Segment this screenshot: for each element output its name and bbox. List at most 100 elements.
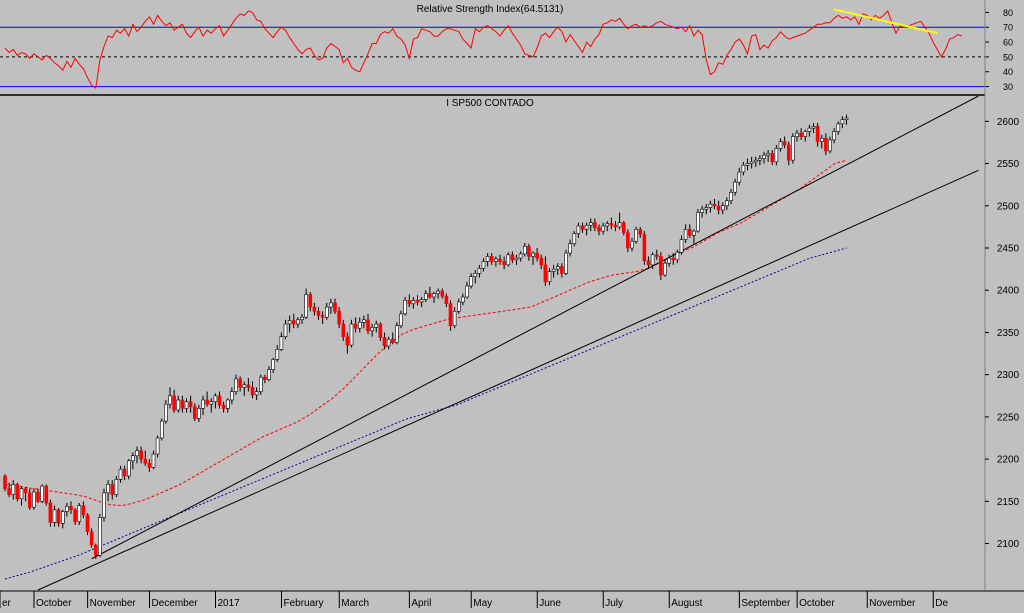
candle-body <box>370 327 374 332</box>
candle <box>762 151 766 164</box>
candle <box>378 322 383 341</box>
candle <box>461 293 465 306</box>
candle <box>283 319 288 340</box>
candle-body <box>745 163 750 166</box>
candle-body <box>415 300 420 303</box>
candle-body <box>213 395 218 402</box>
candle <box>341 319 346 341</box>
candle-body <box>609 223 614 226</box>
candle-body <box>238 378 242 388</box>
candle-body <box>642 234 647 262</box>
price-tick-label: 2400 <box>997 286 1020 297</box>
candle-body <box>226 399 230 409</box>
candle-body <box>432 293 436 298</box>
candle <box>184 398 189 413</box>
candle <box>155 435 160 458</box>
candle-body <box>518 253 523 259</box>
candle <box>634 226 638 244</box>
candle-body <box>234 378 238 392</box>
candle-body <box>560 266 564 274</box>
candle-body <box>147 462 152 468</box>
candle-body <box>778 141 783 149</box>
candle-body <box>399 313 403 326</box>
candle <box>135 446 139 464</box>
price-title: I SP500 CONTADO <box>446 98 534 109</box>
candle <box>828 136 832 154</box>
candle <box>621 220 626 236</box>
x-tick-label: October <box>36 598 72 608</box>
candle <box>114 476 119 498</box>
candle-body <box>193 406 197 419</box>
candle-body <box>725 200 729 207</box>
candle <box>572 231 577 247</box>
candle-body <box>296 319 300 325</box>
price-tick-label: 2200 <box>997 455 1020 466</box>
candle <box>94 543 98 559</box>
candle <box>543 256 548 286</box>
x-tick-label: April <box>411 598 431 608</box>
candle <box>547 268 552 286</box>
candle-body <box>395 325 399 343</box>
candle-body <box>320 315 325 318</box>
candle-body <box>386 338 391 347</box>
candle-body <box>522 246 527 255</box>
candle-body <box>786 144 791 161</box>
candle <box>708 200 713 213</box>
candle-body <box>700 208 704 213</box>
candle-body <box>197 408 201 419</box>
candle-body <box>180 399 185 409</box>
candle-body <box>514 257 519 261</box>
candle <box>234 374 238 395</box>
candle <box>415 295 420 306</box>
candle <box>279 332 284 352</box>
candle-body <box>547 271 552 283</box>
candle-body <box>337 310 341 325</box>
candle-body <box>452 310 457 326</box>
candle <box>535 248 539 262</box>
candle <box>687 224 692 238</box>
candle-body <box>638 229 643 235</box>
candle-body <box>102 492 106 518</box>
price-tick-label: 2450 <box>997 244 1020 255</box>
candle <box>201 395 205 416</box>
candle-body <box>531 252 535 257</box>
price-tick-label: 2550 <box>997 159 1020 170</box>
candle <box>803 129 808 142</box>
candle-body <box>184 401 189 409</box>
candle-body <box>23 488 28 494</box>
candle <box>357 317 362 333</box>
candle-body <box>683 229 688 240</box>
candle-body <box>36 491 40 502</box>
candle-body <box>172 395 176 411</box>
candle-body <box>807 127 812 132</box>
candle <box>774 144 779 166</box>
candle-body <box>815 126 820 142</box>
candle-body <box>94 544 98 556</box>
candle <box>168 387 172 409</box>
candle <box>333 298 337 314</box>
candle <box>683 224 688 243</box>
candle <box>48 499 53 527</box>
candle <box>753 156 758 167</box>
candle <box>584 222 589 236</box>
x-tick-label: February <box>284 598 324 608</box>
candle <box>440 288 445 299</box>
candle <box>353 317 358 333</box>
candle <box>36 488 40 504</box>
candle <box>679 235 684 255</box>
candle <box>650 252 655 270</box>
candle-body <box>283 323 288 337</box>
candle <box>555 263 560 276</box>
x-tick-label: June <box>539 598 561 608</box>
candle-body <box>696 212 700 232</box>
candle <box>605 220 610 232</box>
candle <box>56 508 61 527</box>
candle <box>11 480 16 500</box>
candle-body <box>176 399 181 411</box>
candle <box>44 484 49 506</box>
candle-body <box>19 488 24 500</box>
candle-body <box>766 153 770 156</box>
candle-body <box>588 222 593 226</box>
candle <box>242 381 247 396</box>
